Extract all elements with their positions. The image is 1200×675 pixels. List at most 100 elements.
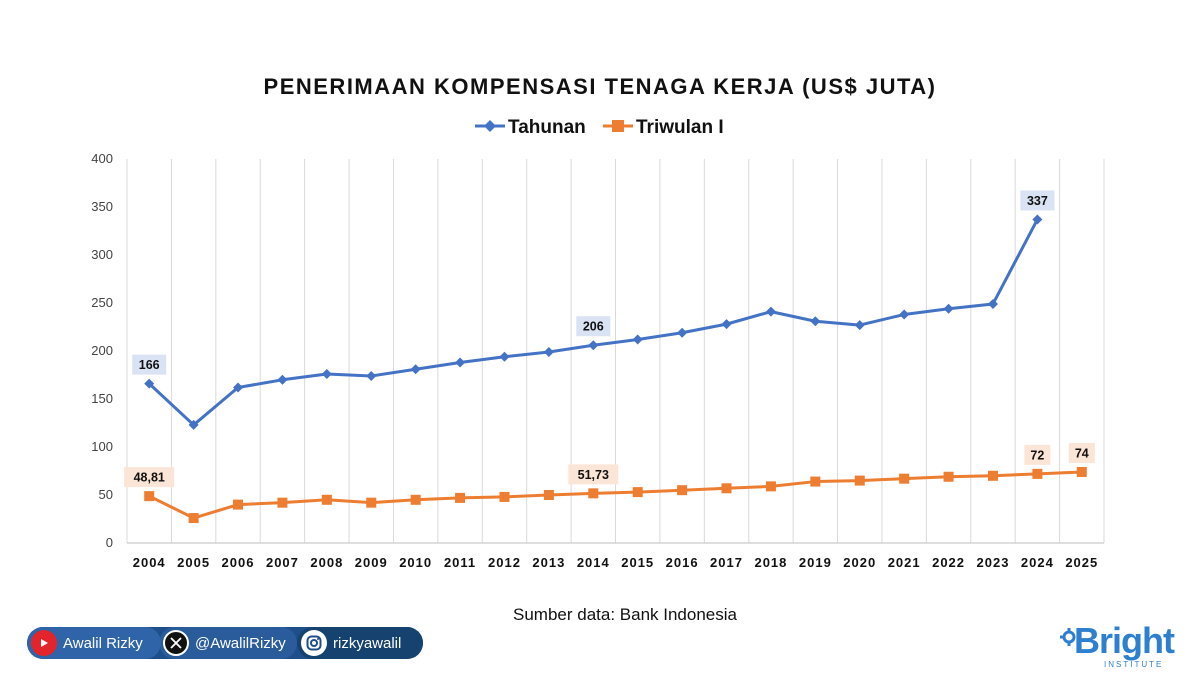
x-axis-ticks: 2004 2005 2006 2007 2008 2009 2010 2011 2012 2013… bbox=[133, 555, 1098, 570]
source-note: Sumber data: Bank Indonesia bbox=[513, 605, 738, 624]
data-label-box bbox=[1024, 444, 1051, 465]
data-point-tahunan bbox=[1032, 214, 1043, 225]
x-tick-label: 2005 bbox=[177, 555, 210, 570]
data-point-triwulan-i bbox=[410, 494, 421, 505]
data-point-triwulan-i bbox=[543, 490, 554, 500]
data-point-tahunan bbox=[455, 357, 466, 368]
legend-item-tahunan: Tahunan bbox=[475, 117, 586, 138]
x-tick-label: 2025 bbox=[1065, 555, 1098, 570]
data-point-triwulan-i bbox=[854, 475, 865, 486]
x-tick-label: 2023 bbox=[977, 555, 1010, 570]
brand-logo: Bright INSTITUTE bbox=[1060, 620, 1190, 670]
data-point-triwulan-i bbox=[144, 491, 155, 502]
data-point-triwulan-i bbox=[721, 483, 732, 494]
data-point-triwulan-i bbox=[1076, 466, 1087, 477]
youtube-icon bbox=[31, 630, 57, 656]
y-tick-label: 300 bbox=[91, 247, 113, 262]
data-point-triwulan-i bbox=[810, 476, 821, 487]
chart-title: PENERIMAAN KOMPENSASI TENAGA KERJA (US$ … bbox=[264, 74, 937, 99]
data-point-triwulan-i bbox=[899, 473, 910, 484]
series-line-triwulan-i bbox=[148, 470, 1082, 520]
y-tick-label: 150 bbox=[91, 391, 113, 406]
data-point-tahunan bbox=[588, 340, 599, 351]
data-label-box bbox=[132, 354, 167, 375]
x-tick-label: 2006 bbox=[222, 555, 255, 570]
data-point-tahunan bbox=[810, 316, 821, 327]
twitter-handle: @AwalilRizky bbox=[195, 634, 286, 652]
x-tick-label: 2016 bbox=[666, 555, 699, 570]
data-point-tahunan bbox=[899, 309, 910, 320]
data-point-tahunan bbox=[677, 327, 688, 338]
x-tick-label: 2020 bbox=[843, 555, 876, 570]
x-icon bbox=[163, 630, 189, 656]
x-tick-label: 2013 bbox=[532, 555, 565, 570]
x-tick-label: 2009 bbox=[355, 555, 388, 570]
y-tick-label: 50 bbox=[99, 487, 113, 502]
data-point-triwulan-i bbox=[188, 513, 199, 524]
legend-label-triwulan: Triwulan I bbox=[636, 117, 724, 138]
data-point-tahunan bbox=[366, 370, 377, 381]
data-point-triwulan-i bbox=[588, 488, 599, 499]
data-point-tahunan bbox=[632, 334, 643, 345]
data-labels: 166 206 337 48,81 51,73 72 74 bbox=[124, 190, 1095, 488]
data-point-triwulan-i bbox=[943, 471, 954, 482]
data-point-tahunan bbox=[277, 374, 288, 385]
data-label-triwulan-i: 48,81 bbox=[134, 471, 165, 485]
youtube-pill[interactable]: Awalil Rizky bbox=[27, 627, 161, 659]
y-tick-label: 0 bbox=[106, 535, 113, 550]
data-label-tahunan: 206 bbox=[583, 320, 604, 334]
legend-marker-triwulan bbox=[612, 120, 624, 132]
x-tick-label: 2017 bbox=[710, 555, 743, 570]
y-tick-label: 350 bbox=[91, 199, 113, 214]
brand-subtitle: INSTITUTE bbox=[1104, 660, 1164, 669]
data-label-triwulan-i: 51,73 bbox=[578, 468, 609, 482]
data-point-triwulan-i bbox=[366, 497, 377, 508]
x-tick-label: 2010 bbox=[399, 555, 432, 570]
instagram-handle: rizkyawalil bbox=[333, 634, 402, 652]
y-tick-label: 100 bbox=[91, 439, 113, 454]
brand-name: Bright bbox=[1074, 620, 1175, 661]
data-point-triwulan-i bbox=[632, 487, 643, 498]
data-point-triwulan-i bbox=[455, 492, 466, 503]
x-tick-label: 2021 bbox=[888, 555, 921, 570]
data-point-tahunan bbox=[188, 419, 199, 430]
data-point-tahunan bbox=[943, 303, 954, 314]
data-point-triwulan-i bbox=[1032, 468, 1043, 479]
data-label-box bbox=[576, 316, 611, 337]
x-tick-label: 2019 bbox=[799, 555, 832, 570]
legend-item-triwulan: Triwulan I bbox=[603, 117, 724, 138]
data-point-tahunan bbox=[987, 298, 998, 309]
data-label-tahunan: 166 bbox=[139, 358, 160, 372]
data-label-box bbox=[1068, 442, 1095, 463]
x-tick-label: 2024 bbox=[1021, 555, 1054, 570]
instagram-pill[interactable]: rizkyawalil bbox=[297, 627, 423, 659]
data-label-box bbox=[1020, 190, 1055, 211]
data-label-triwulan-i: 72 bbox=[1030, 448, 1044, 462]
data-label-box bbox=[124, 467, 175, 488]
y-tick-label: 200 bbox=[91, 343, 113, 358]
twitter-pill[interactable]: @AwalilRizky bbox=[159, 627, 297, 659]
x-tick-label: 2015 bbox=[621, 555, 654, 570]
gridlines bbox=[126, 159, 1105, 543]
instagram-icon bbox=[301, 630, 327, 656]
data-point-triwulan-i bbox=[321, 494, 332, 505]
x-tick-label: 2014 bbox=[577, 555, 610, 570]
legend-marker-tahunan bbox=[484, 120, 496, 132]
data-label-box bbox=[568, 464, 619, 485]
x-tick-label: 2007 bbox=[266, 555, 299, 570]
data-point-tahunan bbox=[144, 378, 155, 389]
x-tick-label: 2011 bbox=[444, 555, 476, 570]
data-point-tahunan bbox=[721, 319, 732, 330]
x-tick-label: 2018 bbox=[754, 555, 787, 570]
x-tick-label: 2012 bbox=[488, 555, 521, 570]
y-tick-label: 250 bbox=[91, 295, 113, 310]
data-point-triwulan-i bbox=[987, 470, 998, 481]
y-tick-label: 400 bbox=[91, 151, 113, 166]
legend: Tahunan Triwulan I bbox=[475, 117, 724, 138]
gear-icon bbox=[1060, 628, 1076, 646]
data-point-tahunan bbox=[854, 320, 865, 331]
data-point-triwulan-i bbox=[233, 499, 244, 510]
y-axis-ticks: 0 50 100 150 200 250 300 350 400 bbox=[91, 151, 113, 550]
data-point-triwulan-i bbox=[499, 491, 510, 502]
